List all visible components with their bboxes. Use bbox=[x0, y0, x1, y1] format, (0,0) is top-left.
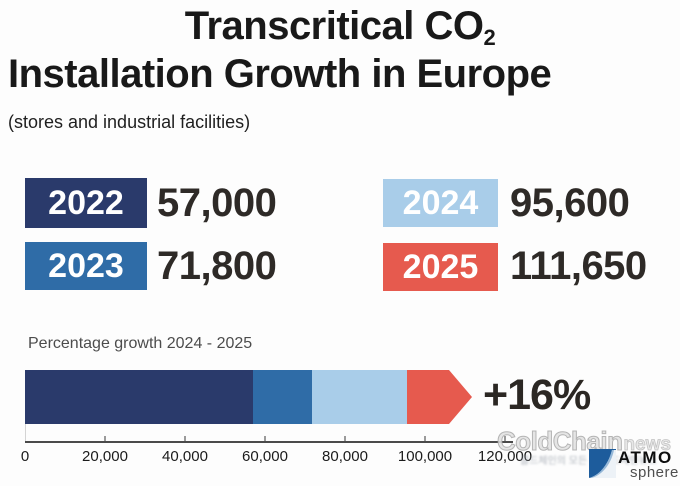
x-axis-line bbox=[25, 441, 513, 443]
bar-segment-2025 bbox=[407, 370, 472, 424]
year-badge-2024: 2024 bbox=[383, 179, 498, 227]
bar-segment-2024 bbox=[312, 370, 408, 424]
atmosphere-logo-top: ATMO bbox=[618, 448, 673, 467]
growth-annotation: +16% bbox=[483, 371, 591, 419]
x-axis-tick-mark bbox=[424, 436, 426, 441]
atmosphere-logo-icon bbox=[589, 449, 616, 478]
plot-gap-area bbox=[25, 424, 505, 441]
x-axis-tick-mark bbox=[184, 436, 186, 441]
title-text: Transcritical CO bbox=[184, 4, 484, 48]
growth-bar-track bbox=[25, 370, 472, 424]
page-subtitle: (stores and industrial facilities) bbox=[8, 112, 251, 132]
x-axis-tick-label: 60,000 bbox=[242, 448, 288, 465]
x-axis: 0 20,000 40,000 60,000 80,000 100,000 120,000 bbox=[21, 436, 532, 471]
value-2025: 111,650 bbox=[510, 244, 647, 288]
x-axis-tick-label: 0 bbox=[20, 448, 30, 465]
year-badge-2023: 2023 bbox=[25, 242, 147, 290]
x-axis-tick-mark bbox=[504, 436, 506, 441]
year-badge-2022: 2022 bbox=[25, 178, 147, 228]
value-2023: 71,800 bbox=[157, 244, 277, 288]
value-2024: 95,600 bbox=[510, 181, 630, 225]
x-axis-tick-label: 120,000 bbox=[477, 448, 533, 465]
atmosphere-swoosh-icon bbox=[589, 450, 616, 478]
year-badge-2025: 2025 bbox=[383, 243, 498, 291]
bar-segment-rect-2025 bbox=[407, 370, 449, 424]
x-axis-tick-label: 20,000 bbox=[82, 448, 128, 465]
title-subscript: 2 bbox=[483, 25, 496, 51]
x-axis-tick-label: 100,000 bbox=[397, 448, 453, 465]
atmosphere-logo: ATMO sphere bbox=[589, 449, 679, 480]
atmosphere-logo-text: ATMO sphere bbox=[618, 449, 679, 480]
atmosphere-logo-bottom: sphere bbox=[630, 464, 679, 481]
x-axis-tick-mark bbox=[104, 436, 106, 441]
growth-chart-label: Percentage growth 2024 - 2025 bbox=[28, 335, 253, 352]
bar-segment-2023 bbox=[253, 370, 313, 424]
x-axis-tick-mark bbox=[344, 436, 346, 441]
x-axis-tick-label: 40,000 bbox=[162, 448, 208, 465]
bar-arrow-tip bbox=[448, 370, 472, 424]
bar-segment-2022 bbox=[25, 370, 253, 424]
x-axis-tick-label: 80,000 bbox=[322, 448, 368, 465]
value-2022: 57,000 bbox=[157, 181, 277, 225]
page-title-line2: Installation Growth in Europe bbox=[8, 52, 552, 96]
x-axis-tick-mark bbox=[264, 436, 266, 441]
page-title-line1: Transcritical CO2 bbox=[0, 4, 680, 51]
